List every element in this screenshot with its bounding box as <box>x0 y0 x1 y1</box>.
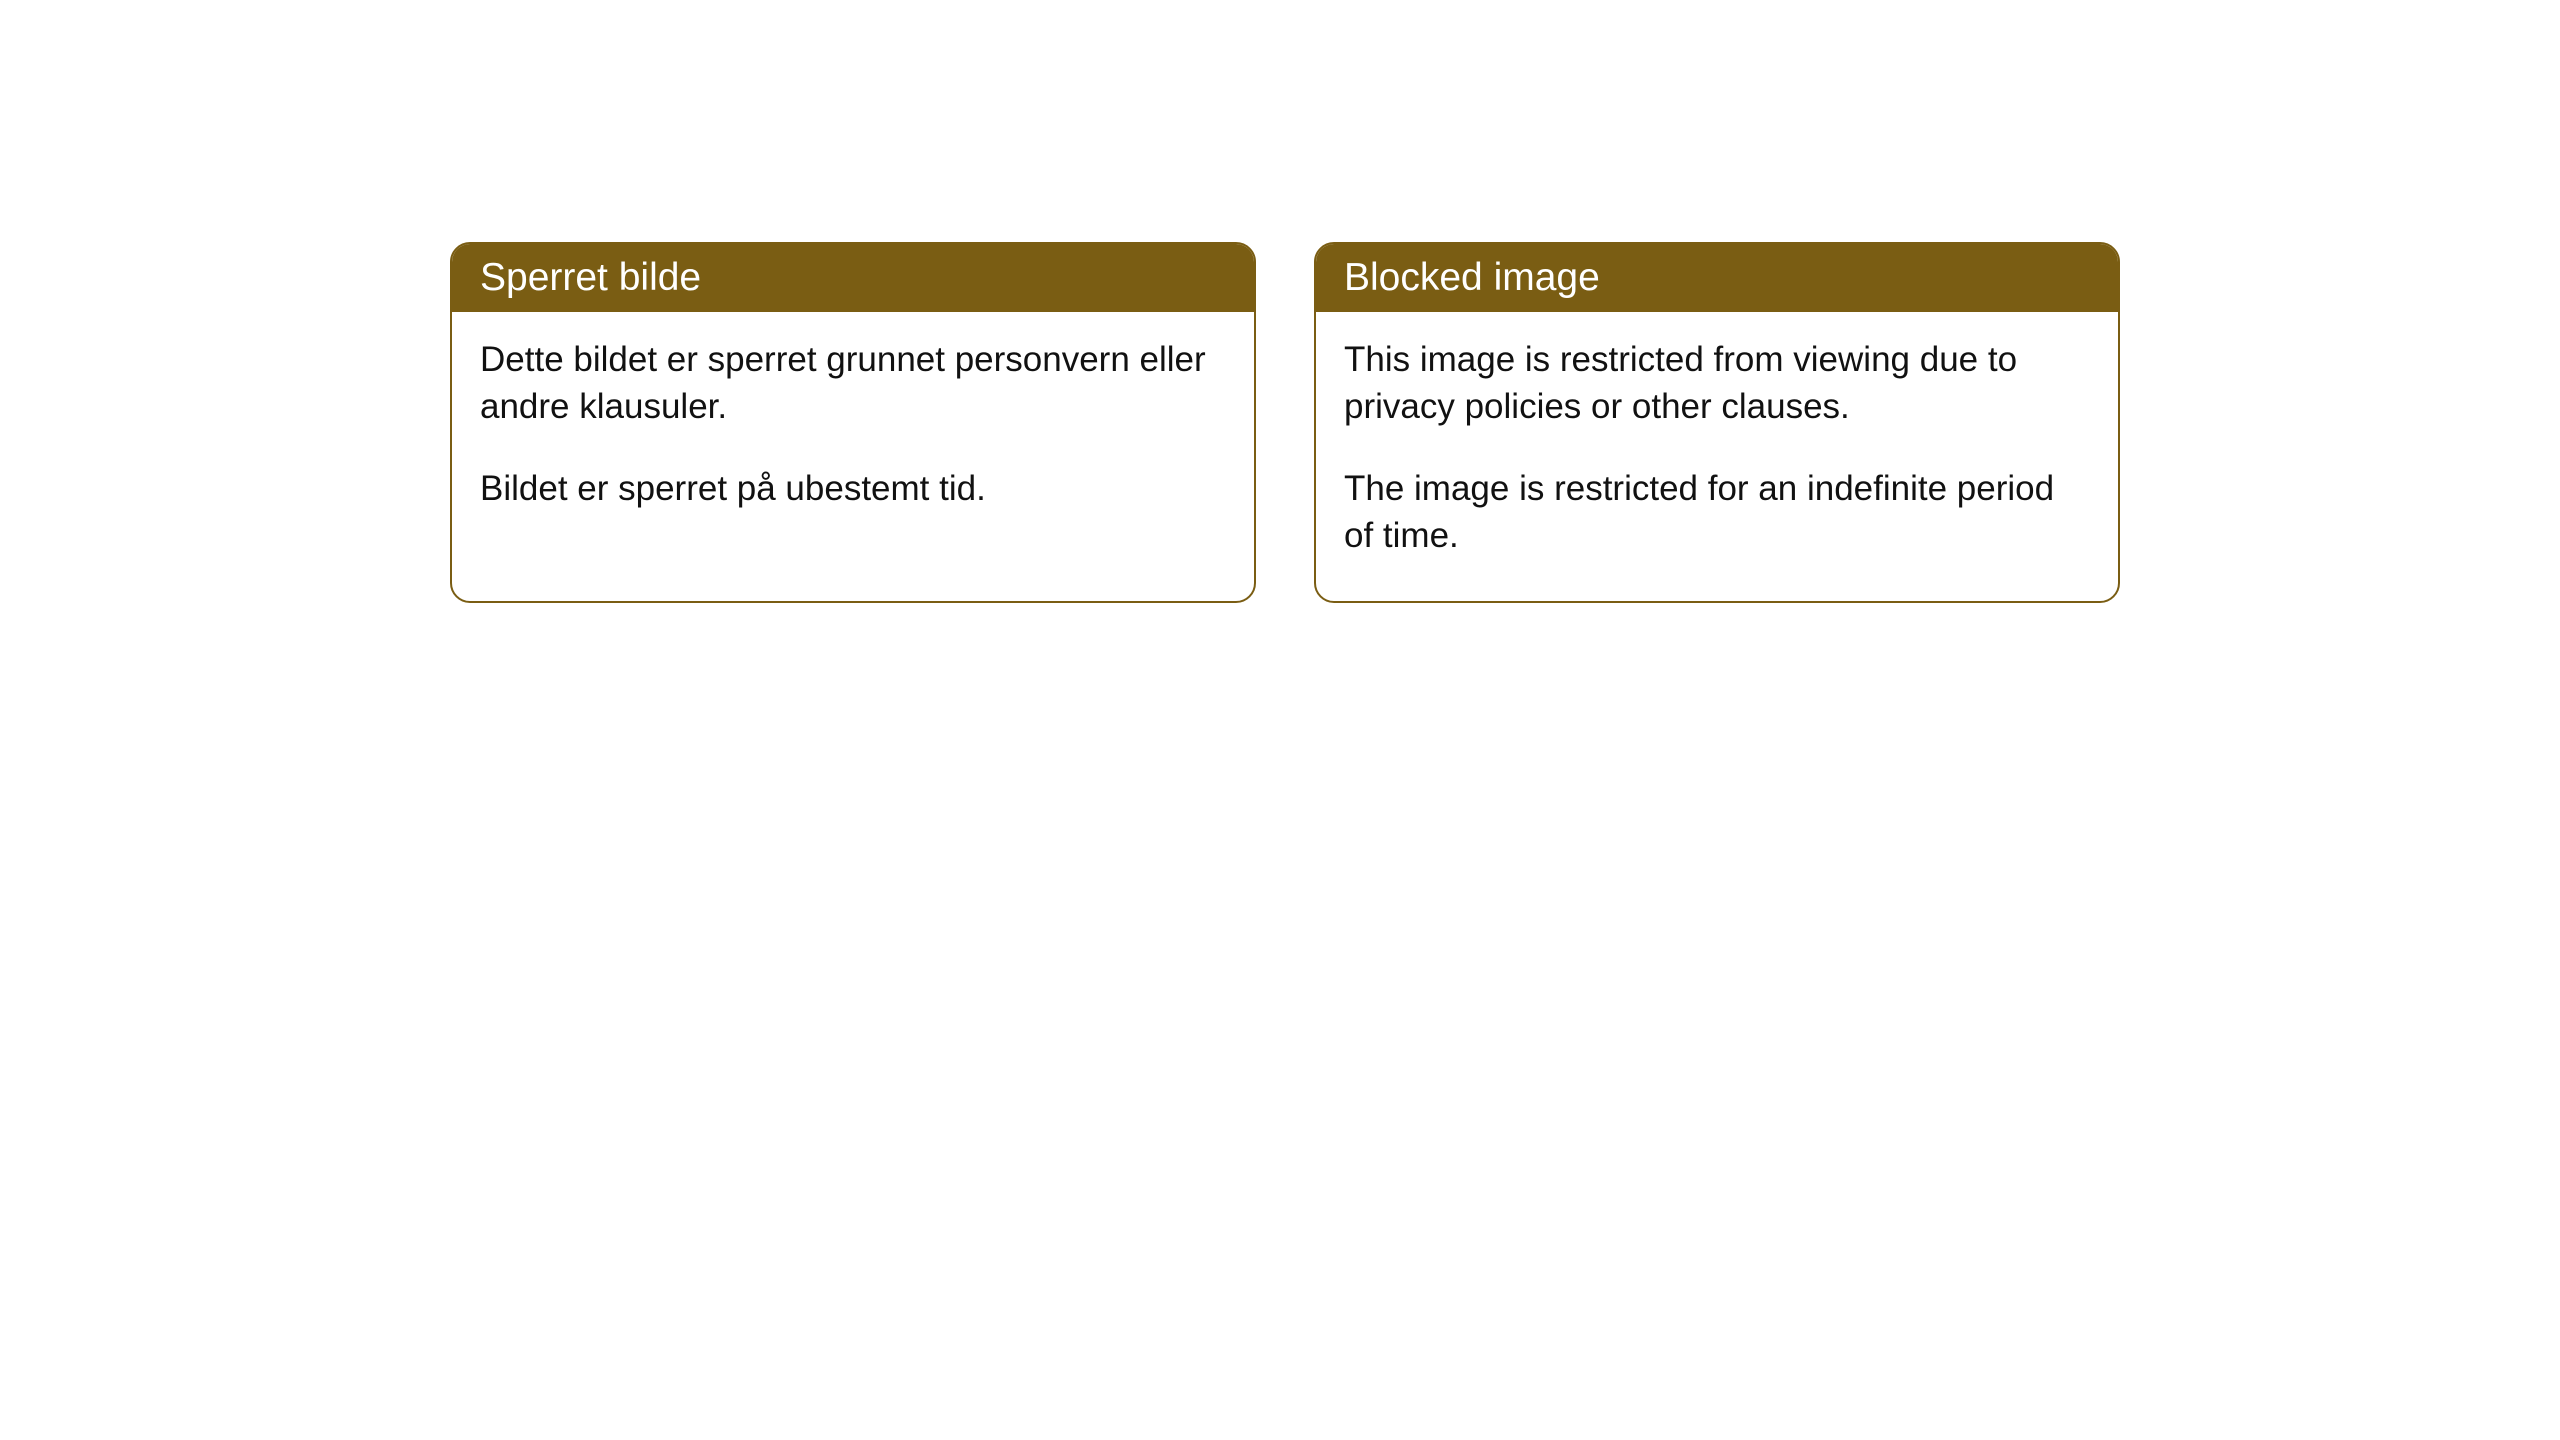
notice-card-norwegian: Sperret bilde Dette bildet er sperret gr… <box>450 242 1256 603</box>
card-paragraph: This image is restricted from viewing du… <box>1344 336 2090 431</box>
card-title: Sperret bilde <box>452 244 1254 312</box>
card-paragraph: Dette bildet er sperret grunnet personve… <box>480 336 1226 431</box>
card-paragraph: Bildet er sperret på ubestemt tid. <box>480 465 1226 512</box>
notice-cards-container: Sperret bilde Dette bildet er sperret gr… <box>450 242 2120 603</box>
card-body: Dette bildet er sperret grunnet personve… <box>452 312 1254 554</box>
card-paragraph: The image is restricted for an indefinit… <box>1344 465 2090 560</box>
card-body: This image is restricted from viewing du… <box>1316 312 2118 601</box>
card-title: Blocked image <box>1316 244 2118 312</box>
notice-card-english: Blocked image This image is restricted f… <box>1314 242 2120 603</box>
